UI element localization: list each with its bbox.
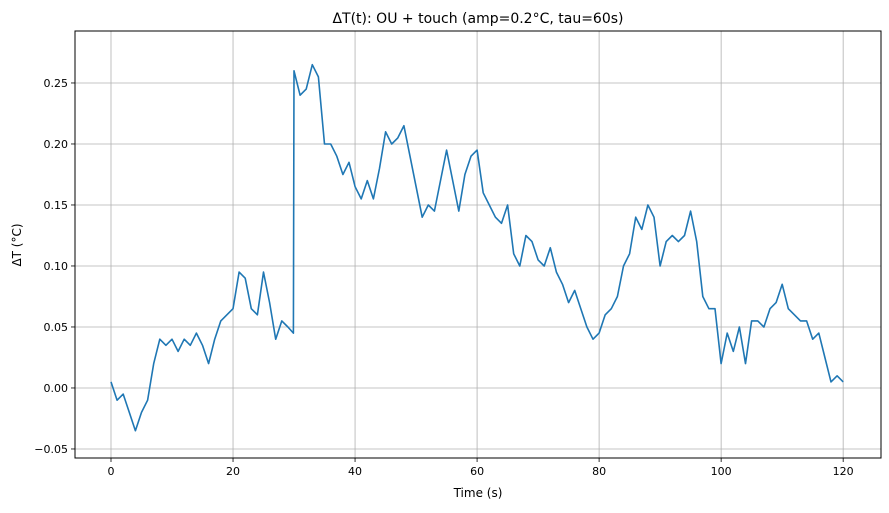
y-tick-label: 0.10 — [44, 260, 69, 273]
plot-frame — [74, 30, 882, 459]
y-tick-label: 0.05 — [44, 321, 69, 334]
x-tick-label: 100 — [711, 465, 732, 478]
y-tick-label: 0.25 — [44, 77, 69, 90]
x-tick-label: 60 — [470, 465, 484, 478]
ticks: 0 20 40 60 80 100 120 −0.05 0.00 0.05 0.10 0.15 0.20… — [34, 77, 853, 478]
y-tick-label: 0.00 — [44, 382, 69, 395]
series-lines — [110, 63, 844, 432]
x-tick-label: 0 — [107, 465, 114, 478]
x-tick-label: 40 — [348, 465, 362, 478]
y-tick-label: −0.05 — [34, 443, 68, 456]
y-axis-label: ΔT (°C) — [10, 223, 24, 266]
series-line — [110, 63, 844, 432]
x-tick-label: 120 — [833, 465, 854, 478]
y-tick-label: 0.20 — [44, 138, 69, 151]
grid — [75, 31, 881, 458]
x-axis-label: Time (s) — [453, 486, 503, 500]
chart-title: ΔT(t): OU + touch (amp=0.2°C, tau=60s) — [332, 11, 623, 27]
x-tick-label: 20 — [226, 465, 240, 478]
x-tick-label: 80 — [592, 465, 606, 478]
y-tick-label: 0.15 — [44, 199, 69, 212]
